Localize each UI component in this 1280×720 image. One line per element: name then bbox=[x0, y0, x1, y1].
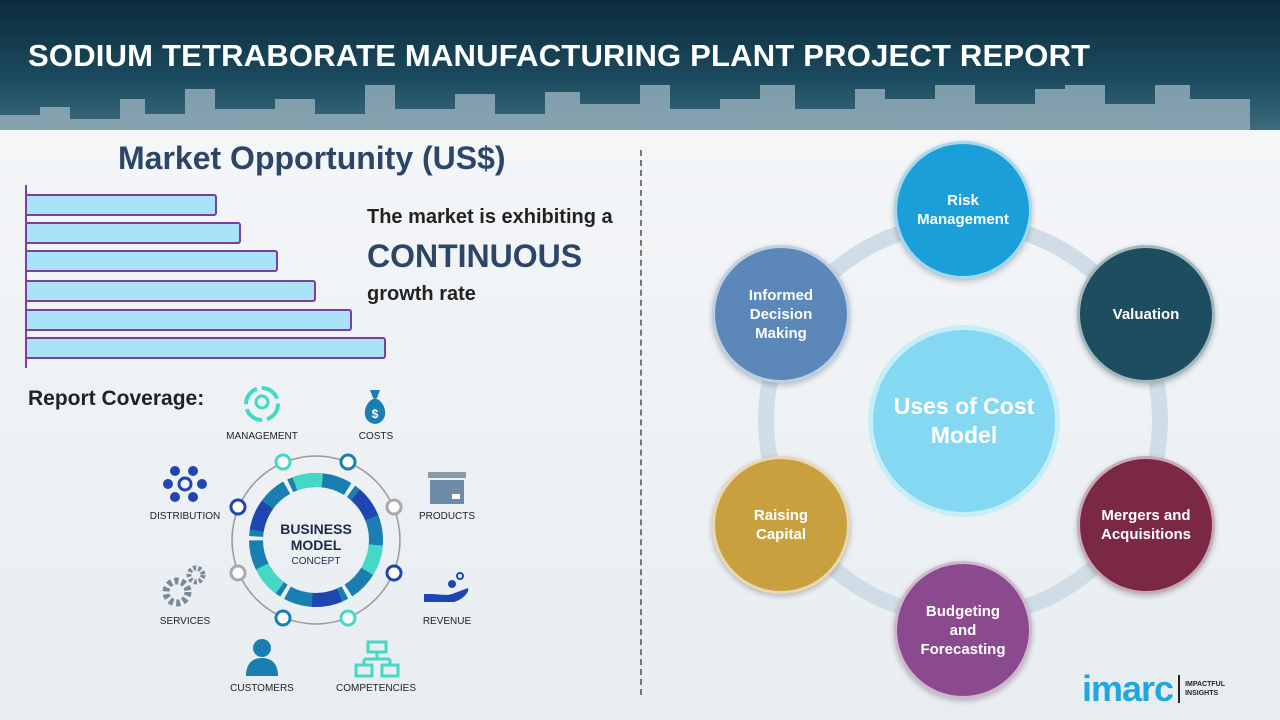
coverage-label-customers: CUSTOMERS bbox=[230, 683, 294, 694]
city-skyline bbox=[0, 85, 1250, 130]
market-text-line3: growth rate bbox=[367, 283, 476, 305]
management-icon bbox=[244, 386, 280, 422]
coverage-label-distribution: DISTRIBUTION bbox=[149, 511, 221, 522]
growth-bar bbox=[27, 250, 278, 272]
services-icon bbox=[162, 565, 206, 607]
page-title: SODIUM TETRABORATE MANUFACTURING PLANT P… bbox=[28, 38, 1091, 73]
growth-bar bbox=[27, 222, 241, 244]
growth-bar bbox=[27, 309, 352, 331]
svg-text:MODEL: MODEL bbox=[291, 537, 342, 553]
report-coverage-title: Report Coverage: bbox=[28, 387, 205, 410]
bar-axis bbox=[25, 185, 27, 368]
market-opportunity-title: Market Opportunity (US$) bbox=[118, 140, 506, 176]
use-raising-capital: Raising Capital bbox=[712, 456, 850, 594]
customers-icon bbox=[246, 639, 278, 676]
business-model-wheel: BUSINESS MODEL CONCEPT bbox=[229, 453, 403, 627]
coverage-label-competencies: COMPETENCIES bbox=[335, 683, 416, 694]
market-text-highlight: CONTINUOUS bbox=[367, 238, 583, 274]
competencies-icon bbox=[354, 640, 400, 678]
svg-text:$: $ bbox=[372, 407, 379, 421]
growth-bar bbox=[27, 337, 386, 359]
growth-bar bbox=[27, 280, 316, 302]
svg-text:CONCEPT: CONCEPT bbox=[292, 556, 341, 567]
coverage-label-costs: COSTS bbox=[358, 431, 394, 442]
revenue-icon bbox=[424, 572, 469, 602]
coverage-label-management: MANAGEMENT bbox=[226, 431, 298, 442]
use-informed-decision-making: Informed Decision Making bbox=[712, 245, 850, 383]
products-icon bbox=[428, 472, 466, 504]
coverage-label-products: PRODUCTS bbox=[418, 511, 476, 522]
coverage-label-revenue: REVENUE bbox=[422, 616, 472, 627]
svg-text:BUSINESS: BUSINESS bbox=[280, 521, 352, 537]
use-budgeting-forecasting: Budgeting and Forecasting bbox=[894, 561, 1032, 699]
use-valuation: Valuation bbox=[1077, 245, 1215, 383]
costs-icon: $ bbox=[364, 390, 386, 424]
divider bbox=[640, 150, 642, 695]
header-banner: SODIUM TETRABORATE MANUFACTURING PLANT P… bbox=[0, 0, 1280, 130]
coverage-label-services: SERVICES bbox=[159, 616, 211, 627]
uses-center-circle: Uses of Cost Model bbox=[868, 325, 1060, 517]
market-text-line1: The market is exhibiting a bbox=[367, 206, 613, 228]
imarc-logo: imarc IMPACTFUL INSIGHTS bbox=[1082, 668, 1225, 709]
use-mergers-acquisitions: Mergers and Acquisitions bbox=[1077, 456, 1215, 594]
growth-bar bbox=[27, 194, 217, 216]
use-risk-management: Risk Management bbox=[894, 141, 1032, 279]
distribution-icon bbox=[163, 466, 207, 502]
